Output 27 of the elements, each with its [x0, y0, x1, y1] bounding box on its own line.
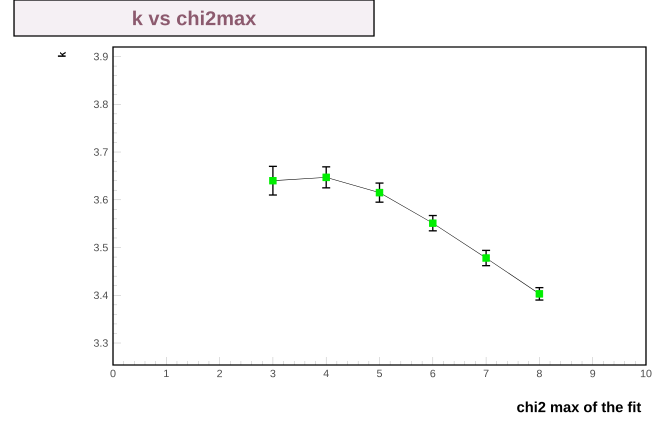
x-tick-label: 9 [590, 370, 596, 378]
x-tick-label: 10 [640, 370, 652, 378]
x-tick-label: 7 [484, 370, 489, 378]
x-tick-label: 2 [217, 370, 222, 378]
point [376, 188, 384, 196]
x-tick-label: 0 [110, 370, 116, 378]
point [429, 219, 437, 227]
x-tick-label: 3 [270, 370, 276, 378]
point [322, 174, 330, 182]
point [536, 290, 544, 298]
point [482, 254, 490, 262]
y-tick-label: 3.6 [94, 196, 108, 204]
x-tick-label: 4 [323, 370, 329, 378]
y-tick-label: 3.4 [94, 292, 108, 300]
x-axis-title: chi2 max of the fit [517, 402, 642, 412]
x-tick-label: 5 [376, 370, 382, 378]
x-tick-label: 6 [430, 370, 436, 378]
x-tick-label: 8 [536, 370, 542, 378]
chart-title: k vs chi2max [133, 10, 256, 26]
y-tick-label: 3.7 [94, 148, 108, 156]
y-tick-label: 3.8 [94, 100, 108, 108]
y-axis-title: k [58, 52, 66, 57]
point [269, 176, 277, 184]
x-tick-label: 1 [164, 370, 169, 378]
y-tick-label: 3.5 [94, 244, 108, 252]
y-tick-label: 3.3 [94, 339, 108, 347]
y-tick-label: 3.9 [94, 52, 108, 60]
